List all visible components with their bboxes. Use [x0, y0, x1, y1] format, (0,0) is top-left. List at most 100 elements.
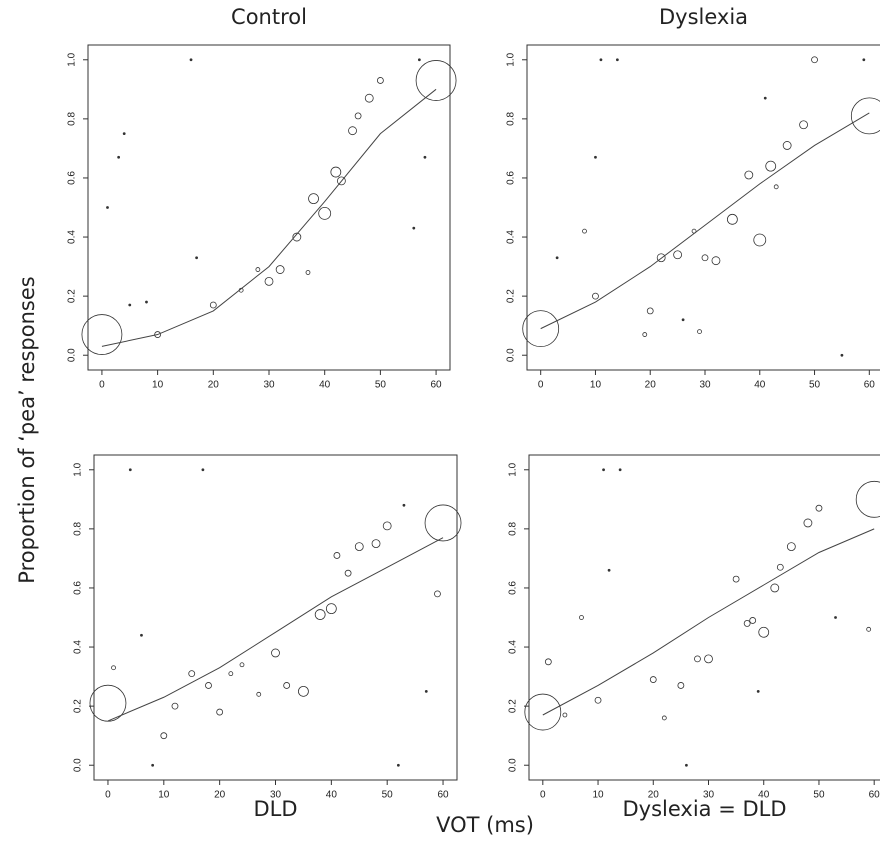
x-tick-label: 40 [326, 790, 338, 801]
point [117, 155, 121, 159]
point [239, 662, 245, 668]
point [811, 56, 818, 64]
y-tick-label: 0.8 [508, 521, 519, 535]
point [562, 712, 568, 718]
panel-title: Dyslexia = DLD [622, 797, 786, 821]
point [850, 97, 880, 135]
x-tick-label: 0 [99, 380, 105, 391]
point [615, 58, 619, 62]
point [216, 708, 224, 716]
point [354, 542, 364, 551]
point [145, 300, 148, 304]
y-tick-label: 1.0 [506, 52, 517, 66]
y-tick-label: 0.8 [73, 521, 84, 535]
point [283, 682, 291, 689]
point [348, 126, 357, 136]
x-tick-label: 20 [648, 790, 660, 801]
point [314, 609, 326, 620]
y-tick-label: 0.4 [506, 230, 517, 244]
point [726, 213, 738, 225]
point [275, 265, 285, 274]
y-axis-label: Proportion of ‘pea’ responses [15, 276, 39, 583]
x-tick-label: 30 [270, 790, 282, 801]
point [308, 193, 319, 205]
point [866, 626, 872, 632]
point [364, 93, 374, 103]
point [694, 655, 701, 663]
x-tick-label: 0 [538, 380, 544, 391]
y-tick-label: 0.4 [508, 640, 519, 654]
y-tick-label: 0.2 [506, 289, 517, 303]
point [681, 318, 685, 322]
point [160, 732, 168, 740]
point [649, 676, 657, 683]
fit-curve [542, 528, 875, 716]
point [642, 332, 648, 337]
point [607, 568, 611, 572]
point [205, 682, 212, 689]
point [195, 256, 199, 260]
point [376, 77, 384, 84]
point [855, 480, 880, 518]
point [423, 155, 427, 159]
point [862, 58, 866, 62]
point [396, 763, 400, 767]
point [298, 685, 309, 697]
point [271, 648, 280, 658]
point [776, 563, 784, 571]
y-tick-label: 0.4 [67, 230, 78, 244]
point [749, 617, 757, 624]
point [189, 58, 193, 62]
point [743, 620, 751, 627]
point [417, 58, 421, 62]
point [402, 503, 406, 507]
point [602, 468, 605, 472]
point [256, 691, 262, 697]
point [582, 228, 587, 234]
point [697, 329, 702, 334]
point [579, 615, 584, 620]
point [151, 763, 155, 767]
point [330, 166, 342, 178]
y-tick-label: 0.2 [67, 289, 78, 303]
plot-frame [526, 44, 880, 371]
point [128, 303, 132, 307]
y-tick-label: 1.0 [73, 462, 84, 476]
point [770, 583, 780, 593]
x-tick-label: 0 [540, 790, 546, 801]
panel-title: Control [231, 5, 307, 29]
point [646, 307, 654, 315]
x-tick-label: 40 [319, 380, 331, 391]
x-tick-label: 30 [699, 380, 711, 391]
point [333, 552, 341, 559]
plot-frame [93, 454, 458, 781]
point [711, 256, 721, 266]
x-tick-label: 10 [158, 790, 170, 801]
y-tick-label: 0.0 [508, 758, 519, 772]
point [661, 715, 667, 721]
y-tick-label: 0.6 [67, 171, 78, 185]
point [744, 170, 754, 180]
point [318, 207, 332, 220]
panel-title: Dyslexia [659, 5, 748, 29]
panel-title: DLD [253, 797, 297, 821]
x-axis-label: VOT (ms) [436, 813, 534, 837]
point [701, 254, 709, 262]
point [140, 633, 143, 637]
plot-frame [528, 454, 880, 781]
x-tick-label: 40 [754, 380, 766, 391]
point [292, 232, 302, 242]
x-tick-label: 20 [645, 380, 657, 391]
x-tick-label: 60 [437, 790, 449, 801]
y-tick-label: 0.0 [73, 758, 84, 772]
y-tick-label: 0.6 [508, 581, 519, 595]
point [763, 96, 767, 100]
point [344, 569, 352, 577]
point [209, 301, 217, 309]
point [656, 253, 666, 263]
x-tick-label: 0 [105, 790, 111, 801]
x-tick-label: 30 [703, 790, 715, 801]
y-tick-label: 0.6 [506, 171, 517, 185]
point [522, 310, 560, 348]
y-tick-label: 1.0 [508, 462, 519, 476]
